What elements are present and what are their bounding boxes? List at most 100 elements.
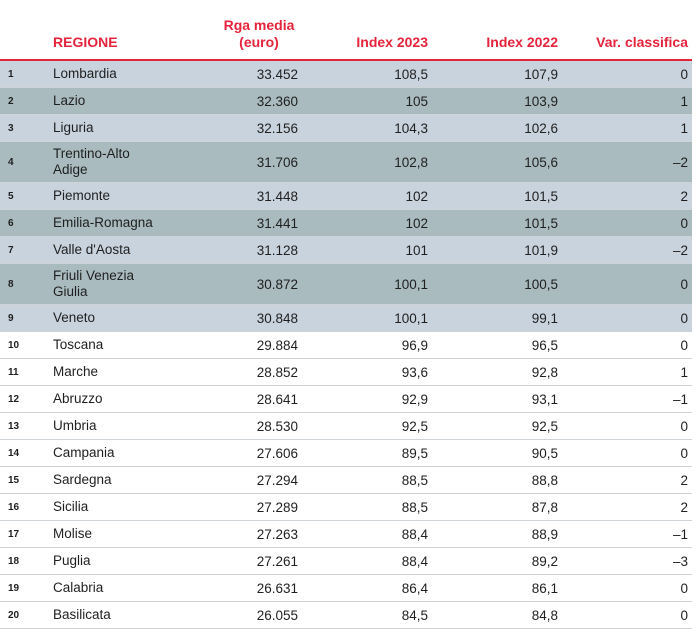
region-cell: Molise [48, 520, 220, 548]
index-2023-cell: 84,5 [302, 601, 432, 629]
index-2022-cell: 101,5 [432, 209, 562, 237]
region-cell: Lombardia [48, 60, 220, 88]
header-rank [0, 0, 48, 61]
region-cell: Friuli Venezia Giulia [48, 263, 220, 305]
region-cell: Calabria [48, 574, 220, 602]
rga-cell: 29.884 [220, 331, 302, 359]
table-row: 8 Friuli Venezia Giulia 30.872 100,1 100,5 0 [0, 263, 692, 305]
rga-cell: 27.289 [220, 493, 302, 521]
rank-cell: 18 [0, 547, 48, 575]
rank-cell: 7 [0, 236, 48, 264]
rank-cell: 2 [0, 87, 48, 115]
rank-cell: 3 [0, 114, 48, 142]
rank-cell: 10 [0, 331, 48, 359]
region-name-line: Basilicata [53, 607, 111, 622]
var-classifica-cell: 0 [562, 601, 692, 629]
rga-cell: 27.261 [220, 547, 302, 575]
rank-cell: 8 [0, 263, 48, 305]
header-rga-line1: Rga media [223, 17, 295, 33]
index-2022-cell: 103,9 [432, 87, 562, 115]
region-cell: Emilia-Romagna [48, 209, 220, 237]
rga-cell: 31.706 [220, 141, 302, 183]
table-body: 1 Lombardia 33.452 108,5 107,9 0 2 Lazio 32.360 1… [0, 60, 692, 629]
var-classifica-cell: 0 [562, 304, 692, 332]
region-cell: Campania [48, 439, 220, 467]
index-2022-cell: 102,6 [432, 114, 562, 142]
region-name-line: Sardegna [53, 472, 112, 487]
table-row: 12 Abruzzo 28.641 92,9 93,1 –1 [0, 385, 692, 413]
var-classifica-cell: 1 [562, 358, 692, 386]
rank-cell: 16 [0, 493, 48, 521]
region-name-line: Sicilia [53, 499, 89, 514]
region-name-line: Emilia-Romagna [53, 215, 153, 230]
var-classifica-cell: –2 [562, 236, 692, 264]
region-cell: Basilicata [48, 601, 220, 629]
var-classifica-cell: 0 [562, 574, 692, 602]
region-name-line: Veneto [53, 310, 96, 325]
region-cell: Trentino-Alto Adige [48, 141, 220, 183]
region-cell: Liguria [48, 114, 220, 142]
index-2023-cell: 100,1 [302, 304, 432, 332]
var-classifica-cell: 0 [562, 209, 692, 237]
var-classifica-cell: 0 [562, 412, 692, 440]
var-classifica-cell: 0 [562, 439, 692, 467]
table-row: 9 Veneto 30.848 100,1 99,1 0 [0, 304, 692, 332]
var-classifica-cell: 2 [562, 493, 692, 521]
region-cell: Abruzzo [48, 385, 220, 413]
index-2022-cell: 105,6 [432, 141, 562, 183]
region-name-line: Valle d'Aosta [53, 242, 131, 257]
header-index-2023: Index 2023 [302, 0, 432, 61]
index-2023-cell: 88,4 [302, 547, 432, 575]
table-row: 17 Molise 27.263 88,4 88,9 –1 [0, 520, 692, 548]
index-2022-cell: 100,5 [432, 263, 562, 305]
index-2023-cell: 102 [302, 182, 432, 210]
table-row: 20 Basilicata 26.055 84,5 84,8 0 [0, 601, 692, 629]
rga-cell: 32.360 [220, 87, 302, 115]
index-2022-cell: 92,8 [432, 358, 562, 386]
rga-cell: 33.452 [220, 60, 302, 88]
rank-cell: 17 [0, 520, 48, 548]
index-2022-cell: 90,5 [432, 439, 562, 467]
index-2022-cell: 107,9 [432, 60, 562, 88]
table-row: 18 Puglia 27.261 88,4 89,2 –3 [0, 547, 692, 575]
region-name-line: Trentino-Alto [53, 146, 130, 161]
index-2022-cell: 101,5 [432, 182, 562, 210]
header-row: REGIONE Rga media (euro) Index 2023 Inde… [0, 0, 692, 61]
table-row: 10 Toscana 29.884 96,9 96,5 0 [0, 331, 692, 359]
index-2022-cell: 89,2 [432, 547, 562, 575]
index-2022-cell: 93,1 [432, 385, 562, 413]
var-classifica-cell: 1 [562, 114, 692, 142]
rga-cell: 30.872 [220, 263, 302, 305]
region-name-line: Campania [53, 445, 115, 460]
table-row: 16 Sicilia 27.289 88,5 87,8 2 [0, 493, 692, 521]
rga-cell: 27.263 [220, 520, 302, 548]
table-row: 7 Valle d'Aosta 31.128 101 101,9 –2 [0, 236, 692, 264]
region-name-line: Giulia [53, 284, 88, 299]
index-2023-cell: 96,9 [302, 331, 432, 359]
rank-cell: 19 [0, 574, 48, 602]
rga-cell: 28.530 [220, 412, 302, 440]
region-name-line: Friuli Venezia [53, 268, 135, 283]
var-classifica-cell: –3 [562, 547, 692, 575]
rank-cell: 1 [0, 60, 48, 88]
rank-cell: 11 [0, 358, 48, 386]
region-name-line: Lazio [53, 93, 86, 108]
var-classifica-cell: –1 [562, 385, 692, 413]
table-row: 19 Calabria 26.631 86,4 86,1 0 [0, 574, 692, 602]
index-2022-cell: 96,5 [432, 331, 562, 359]
rank-cell: 9 [0, 304, 48, 332]
header-rga: Rga media (euro) [220, 0, 302, 61]
rank-cell: 14 [0, 439, 48, 467]
table-row: 1 Lombardia 33.452 108,5 107,9 0 [0, 60, 692, 88]
region-name-line: Piemonte [53, 188, 111, 203]
region-cell: Umbria [48, 412, 220, 440]
table-row: 3 Liguria 32.156 104,3 102,6 1 [0, 114, 692, 142]
var-classifica-cell: –2 [562, 141, 692, 183]
var-classifica-cell: 1 [562, 87, 692, 115]
region-cell: Lazio [48, 87, 220, 115]
index-2023-cell: 108,5 [302, 60, 432, 88]
rank-cell: 15 [0, 466, 48, 494]
rga-cell: 28.641 [220, 385, 302, 413]
header-region: REGIONE [48, 0, 220, 61]
